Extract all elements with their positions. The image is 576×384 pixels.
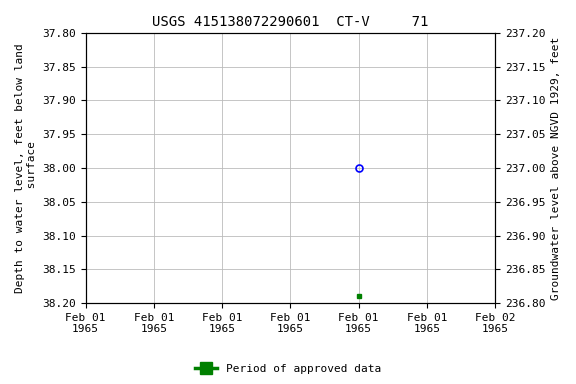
Title: USGS 415138072290601  CT-V     71: USGS 415138072290601 CT-V 71 <box>152 15 429 29</box>
Legend: Period of approved data: Period of approved data <box>191 359 385 379</box>
Y-axis label: Groundwater level above NGVD 1929, feet: Groundwater level above NGVD 1929, feet <box>551 36 561 300</box>
Y-axis label: Depth to water level, feet below land
 surface: Depth to water level, feet below land su… <box>15 43 37 293</box>
